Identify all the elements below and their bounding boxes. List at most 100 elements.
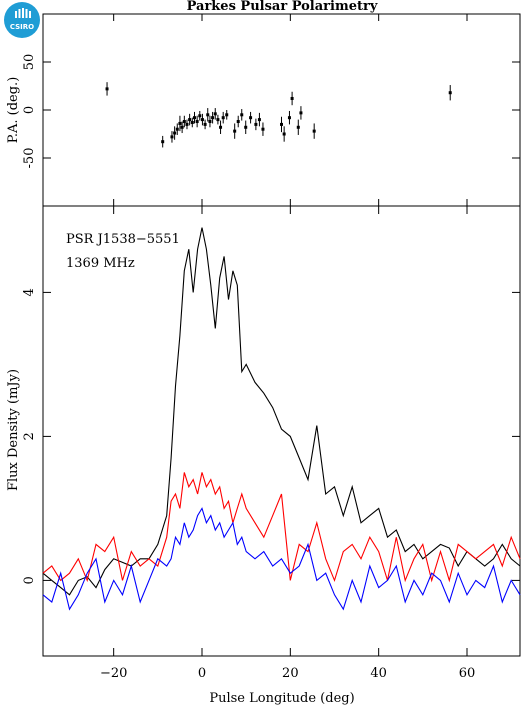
pa-point	[280, 116, 283, 133]
flux-x-tick-label: 60	[459, 666, 476, 681]
pa-point-marker	[290, 96, 294, 100]
pa-point	[161, 135, 165, 148]
pa-point	[299, 106, 303, 120]
pa-point-marker	[208, 120, 212, 124]
flux-y-axis-label: Flux Density (mJy)	[6, 369, 21, 491]
flux-x-tick-label: 40	[370, 666, 387, 681]
flux-series-line	[42, 507, 521, 611]
pa-point-marker	[161, 140, 165, 144]
pa-point-marker	[225, 113, 229, 117]
pa-point-marker	[244, 125, 248, 129]
flux-y-tick-label: 0	[22, 576, 37, 584]
pa-points	[105, 82, 452, 148]
pa-point	[206, 108, 210, 122]
flux-panel: 0 2 4 −20 0 20 40 60 PSR J1538−5551 1369 MHz F…	[6, 205, 521, 706]
pa-point	[180, 121, 184, 134]
pa-point	[240, 109, 244, 121]
pa-point	[175, 123, 179, 135]
pa-point-marker	[195, 120, 199, 124]
pa-point	[216, 114, 220, 125]
pa-panel-frame	[42, 13, 521, 207]
pa-point-marker	[280, 122, 283, 126]
pa-point-marker	[175, 127, 179, 131]
pa-point-marker	[296, 125, 300, 129]
pa-point-marker	[211, 116, 215, 120]
pa-point	[170, 131, 174, 143]
pa-y-ticks: -50 0 50	[22, 54, 520, 168]
pa-point-marker	[213, 112, 217, 116]
pa-point-marker	[185, 122, 189, 126]
pa-point-marker	[105, 87, 109, 91]
pa-y-tick-label: 50	[22, 54, 37, 71]
pa-y-tick-label: 0	[22, 106, 37, 114]
pa-point	[244, 120, 248, 134]
flux-x-tick-label: 20	[282, 666, 299, 681]
flux-x-tick-label: −20	[100, 666, 127, 681]
csiro-logo-circle	[4, 2, 40, 38]
pa-point	[213, 108, 217, 120]
flux-x-tick-label: 0	[198, 666, 206, 681]
pa-point-marker	[312, 129, 316, 133]
pa-point	[287, 110, 291, 125]
flux-y-tick-label: 2	[22, 432, 37, 440]
pa-point	[211, 111, 215, 124]
pa-point-marker	[448, 91, 452, 95]
pa-panel: -50 0 50 P.A. (deg.)	[6, 13, 521, 207]
pa-point	[448, 85, 452, 101]
pa-x-ticks	[113, 14, 468, 206]
pa-point-marker	[198, 114, 202, 118]
pa-point	[261, 122, 265, 136]
pa-point-marker	[287, 116, 291, 120]
pa-point-marker	[282, 132, 286, 136]
flux-y-ticks: 0 2 4	[22, 288, 520, 585]
pa-point-marker	[188, 118, 192, 122]
pa-point	[254, 118, 258, 131]
pa-point	[257, 112, 261, 127]
pa-point-marker	[219, 125, 223, 129]
pa-point-marker	[236, 120, 240, 124]
pa-point	[192, 111, 196, 124]
pa-point-marker	[190, 120, 194, 124]
pa-point-marker	[173, 131, 177, 135]
pa-point-marker	[221, 116, 225, 120]
pa-point	[185, 119, 189, 130]
flux-y-tick-label: 4	[22, 288, 37, 296]
pa-point	[188, 113, 192, 126]
pa-point	[105, 82, 109, 96]
pa-point	[203, 119, 207, 130]
pa-point	[178, 115, 182, 132]
chart-title: Parkes Pulsar Polarimetry	[187, 0, 378, 14]
pa-point-marker	[203, 122, 207, 126]
flux-series-line	[42, 472, 521, 583]
pa-point	[233, 123, 237, 139]
pa-point-marker	[233, 129, 237, 133]
pa-point	[200, 113, 204, 126]
flux-series-line	[42, 227, 521, 596]
pa-point-marker	[206, 113, 210, 117]
pa-point	[195, 115, 199, 128]
psr-name-annotation: PSR J1538−5551	[66, 232, 180, 247]
pa-point-marker	[261, 127, 265, 131]
pa-point-marker	[254, 122, 258, 126]
pa-point-marker	[257, 118, 261, 122]
pa-point	[173, 126, 177, 140]
pa-point	[282, 126, 286, 142]
pa-point-marker	[182, 120, 186, 124]
pa-point	[221, 111, 225, 124]
csiro-logo-text: CSIRO	[10, 23, 34, 31]
pa-point-marker	[240, 113, 244, 117]
pa-point	[225, 110, 229, 120]
pa-point	[208, 115, 212, 128]
flux-series	[42, 227, 521, 611]
x-axis-label: Pulse Longitude (deg)	[209, 691, 354, 706]
frequency-annotation: 1369 MHz	[66, 256, 135, 271]
pa-point	[296, 119, 300, 135]
csiro-logo: CSIRO	[4, 2, 40, 38]
pa-point-marker	[180, 125, 184, 129]
pa-point	[190, 117, 194, 128]
flux-panel-frame	[42, 205, 521, 657]
pa-point-marker	[216, 118, 220, 122]
pa-point-marker	[249, 116, 253, 120]
csiro-logo-bars-icon	[15, 8, 31, 18]
pa-point-marker	[170, 135, 174, 139]
